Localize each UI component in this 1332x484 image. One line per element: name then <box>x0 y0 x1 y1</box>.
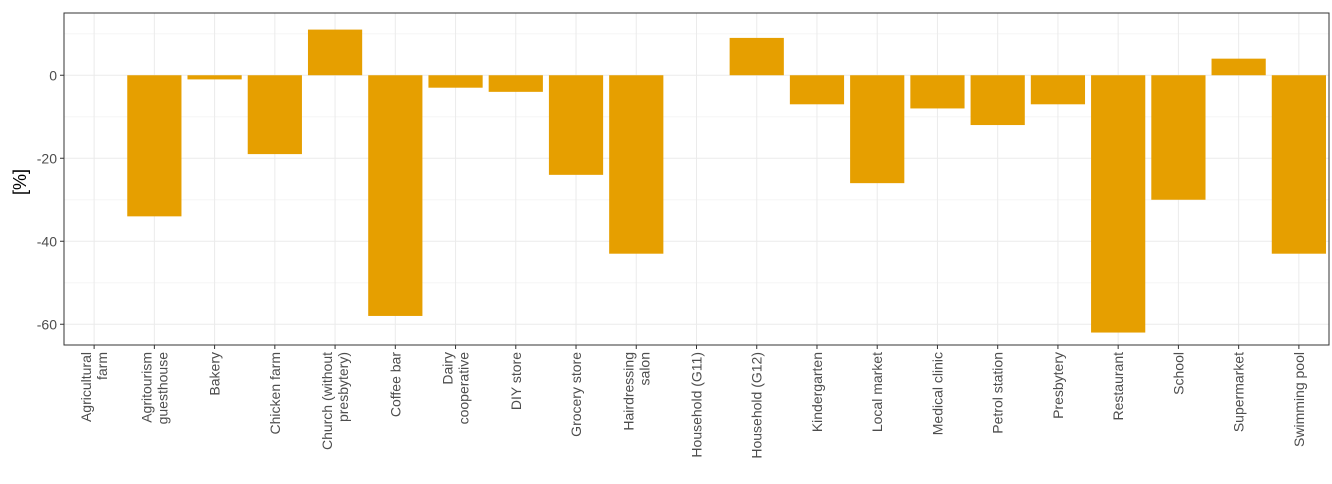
x-tick-label-line: DIY store <box>508 352 524 410</box>
x-axis-ticks: Agriculturalfarm Agritourismguesthouse Bak… <box>78 345 1307 459</box>
y-axis-ticks: 0 -20 -40 -60 <box>37 67 64 332</box>
bar <box>850 75 905 184</box>
x-tick-label-line: guesthouse <box>154 352 170 425</box>
x-tick-label-line: farm <box>94 352 110 380</box>
x-tick-label: Agriculturalfarm <box>78 352 110 422</box>
x-tick-label-line: Kindergarten <box>809 352 825 432</box>
x-tick-label-line: Swimming pool <box>1291 352 1307 447</box>
x-tick-label-line: Agritourism <box>138 352 154 423</box>
y-tick-label: 0 <box>49 67 57 83</box>
x-tick-label-line: Presbytery <box>1050 352 1066 419</box>
bar <box>428 75 483 88</box>
x-tick-label: Household (G12) <box>749 352 765 459</box>
bar <box>910 75 965 109</box>
x-tick-label: Dairycooperative <box>440 352 472 425</box>
x-tick-label: Bakery <box>207 352 223 396</box>
x-tick-label-line: Household (G11) <box>689 352 705 458</box>
x-tick-label: Agritourismguesthouse <box>138 352 170 425</box>
y-tick-label: -40 <box>37 233 57 249</box>
x-tick-label: Chicken farm <box>267 352 283 434</box>
bars <box>127 29 1326 333</box>
bar <box>1091 75 1146 333</box>
x-tick-label-line: School <box>1170 352 1186 395</box>
bar <box>368 75 423 316</box>
x-tick-label-line: Restaurant <box>1110 352 1126 421</box>
x-tick-label-line: Petrol station <box>990 352 1006 434</box>
x-tick-label: DIY store <box>508 352 524 410</box>
bar <box>1030 75 1086 105</box>
x-tick-label-line: Supermarket <box>1231 352 1247 432</box>
y-tick-label: -20 <box>37 150 57 166</box>
bar <box>1151 75 1206 200</box>
x-tick-label-line: Chicken farm <box>267 352 283 434</box>
x-tick-label-line: Agricultural <box>78 352 94 422</box>
bar <box>127 75 182 217</box>
bar <box>247 75 302 155</box>
bar <box>1211 58 1266 76</box>
x-tick-label-line: Grocery store <box>568 352 584 437</box>
bar <box>609 75 664 254</box>
x-tick-label: Grocery store <box>568 352 584 437</box>
x-tick-label: Coffee bar <box>387 352 403 417</box>
x-tick-label: Household (G11) <box>689 352 705 458</box>
x-tick-label: Local market <box>869 352 885 432</box>
bar <box>307 29 363 76</box>
bar <box>187 75 242 80</box>
bar <box>729 37 784 76</box>
x-tick-label: Presbytery <box>1050 352 1066 419</box>
x-tick-label-line: Dairy <box>440 352 456 385</box>
x-tick-label-line: Church (without <box>319 352 335 450</box>
x-tick-label-line: Local market <box>869 352 885 432</box>
x-tick-label: Medical clinic <box>929 352 945 435</box>
x-tick-label-line: presbytery) <box>335 352 351 422</box>
x-tick-label: Kindergarten <box>809 352 825 432</box>
x-tick-label: Hairdressingsalon <box>620 352 652 431</box>
y-axis-label: [%] <box>10 169 30 195</box>
x-tick-label-line: Bakery <box>207 352 223 396</box>
x-tick-label-line: cooperative <box>456 352 472 425</box>
bar <box>970 75 1025 126</box>
x-tick-label: Restaurant <box>1110 352 1126 421</box>
bar <box>488 75 543 92</box>
x-tick-label-line: salon <box>636 352 652 385</box>
x-tick-label: Church (withoutpresbytery) <box>319 352 351 450</box>
bar <box>548 75 604 175</box>
x-tick-label-line: Coffee bar <box>387 352 403 417</box>
x-tick-label-line: Medical clinic <box>929 352 945 435</box>
x-tick-label: Supermarket <box>1231 352 1247 432</box>
bar <box>1271 75 1326 254</box>
bar <box>789 75 845 105</box>
x-tick-label-line: Hairdressing <box>620 352 636 431</box>
y-tick-label: -60 <box>37 316 57 332</box>
x-tick-label: School <box>1170 352 1186 395</box>
x-tick-label-line: Household (G12) <box>749 352 765 459</box>
x-tick-label: Petrol station <box>990 352 1006 434</box>
x-tick-label: Swimming pool <box>1291 352 1307 447</box>
